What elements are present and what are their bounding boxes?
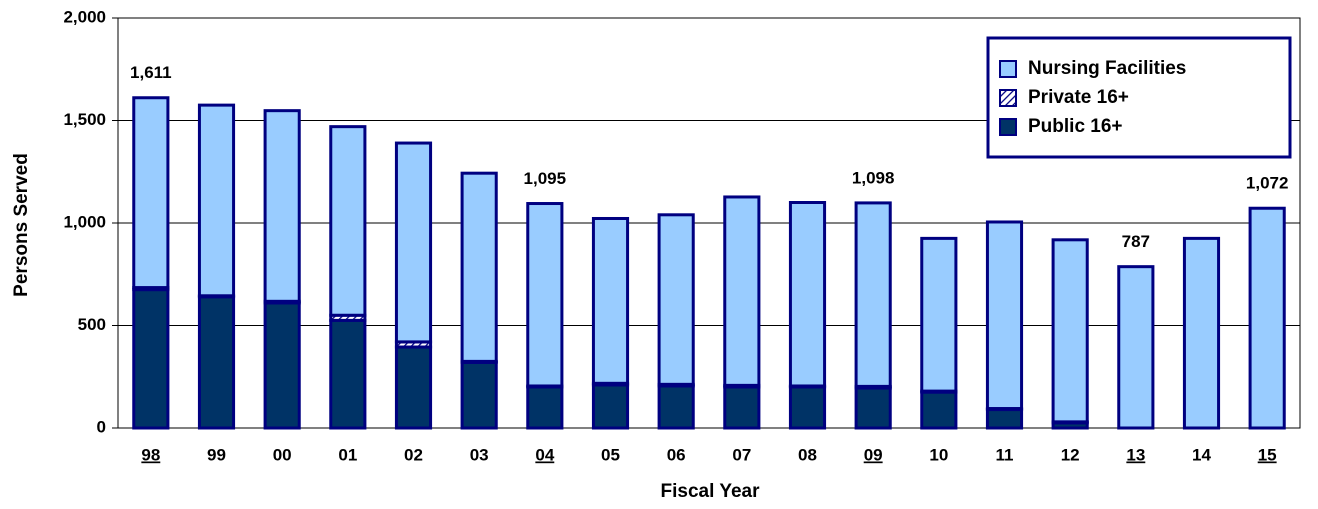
bar-segment (657, 384, 695, 430)
bar-segment (329, 125, 367, 317)
y-tick-label: 2,000 (63, 7, 106, 26)
legend-swatch (999, 118, 1017, 136)
x-tick-label: 98 (141, 445, 160, 464)
legend-label: Public 16+ (1028, 116, 1123, 137)
y-tick-label: 1,500 (63, 110, 106, 129)
x-tick-label: 13 (1126, 445, 1145, 464)
bar-segment (1117, 265, 1155, 430)
total-label: 1,072 (1246, 174, 1289, 193)
x-tick-label: 01 (338, 445, 357, 464)
bar-segment (263, 109, 301, 303)
total-label: 1,095 (524, 169, 567, 188)
legend-box (986, 36, 1292, 159)
x-axis-title: Fiscal Year (661, 481, 761, 502)
bar-segment (788, 385, 827, 430)
bar-segment (723, 385, 761, 430)
total-label: 1,611 (130, 63, 172, 82)
bar-segment (263, 301, 301, 430)
bar-segment (460, 171, 498, 363)
bar-segment (394, 141, 433, 344)
bar-segment (197, 295, 236, 430)
total-label: 1,098 (852, 168, 895, 187)
x-tick-label: 08 (798, 445, 817, 464)
bar-segment (854, 201, 892, 388)
bar-segment (526, 385, 564, 430)
x-tick-label: 15 (1258, 445, 1277, 464)
bar-segment (985, 220, 1024, 411)
y-axis-title: Persons Served (11, 153, 32, 297)
bar-segment (920, 236, 958, 393)
x-tick-label: 06 (667, 445, 686, 464)
total-label: 787 (1122, 232, 1150, 251)
legend-swatch (999, 60, 1017, 78)
legend-label: Nursing Facilities (1028, 58, 1186, 79)
bar-segment (394, 345, 433, 430)
bar-segment (1051, 238, 1089, 424)
x-tick-label: 03 (470, 445, 489, 464)
legend-swatch (999, 89, 1017, 107)
y-tick-label: 500 (78, 315, 106, 334)
x-tick-label: 10 (929, 445, 948, 464)
bar-segment (591, 383, 630, 430)
bar-segment (132, 288, 170, 430)
bar-segment (788, 201, 827, 388)
x-tick-label: 12 (1061, 445, 1080, 464)
x-tick-label: 02 (404, 445, 423, 464)
bar-segment (329, 318, 367, 430)
bar-segment (132, 96, 170, 290)
y-tick-label: 1,000 (63, 212, 106, 231)
bar-segment (657, 213, 695, 386)
x-tick-label: 09 (864, 445, 883, 464)
bar-segment (723, 195, 761, 387)
x-tick-label: 11 (996, 445, 1014, 464)
bar-segment (1182, 236, 1221, 430)
x-tick-label: 04 (535, 445, 554, 464)
bar-segment (854, 386, 892, 430)
bar-segment (526, 202, 564, 388)
bar-segment (985, 408, 1024, 430)
x-tick-label: 99 (207, 445, 226, 464)
x-tick-label: 14 (1192, 445, 1211, 464)
x-tick-label: 07 (732, 445, 751, 464)
bar-segment (460, 360, 498, 430)
legend-label: Private 16+ (1028, 87, 1129, 108)
y-tick-label: 0 (97, 417, 106, 436)
x-tick-label: 05 (601, 445, 620, 464)
bar-segment (920, 390, 958, 430)
bar-segment (591, 216, 630, 385)
x-tick-label: 00 (273, 445, 292, 464)
bar-segment (197, 103, 236, 298)
bar-segment (1248, 206, 1286, 430)
